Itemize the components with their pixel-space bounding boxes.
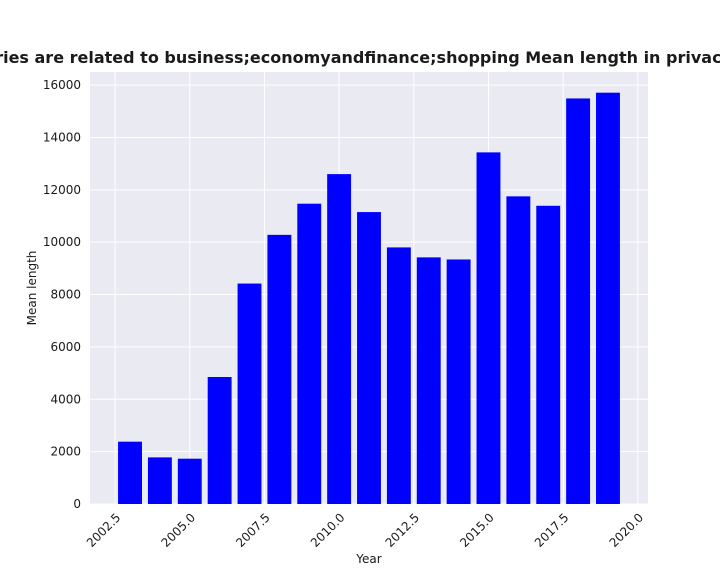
x-tick-labels: 2002.5 2005.0 2007.5 2010.0 2012.5 2015.0 2017…	[84, 510, 646, 550]
y-tick-label: 8000	[50, 288, 81, 302]
bar-2007	[237, 283, 262, 504]
y-axis-label: Mean length	[25, 251, 39, 326]
x-tick-label: 2007.5	[233, 510, 273, 550]
x-tick-label: 2015.0	[457, 510, 497, 550]
bar-2009	[297, 203, 322, 504]
bar-2015	[476, 152, 501, 505]
y-tick-label: 10000	[43, 235, 81, 249]
bar-2003	[118, 441, 142, 504]
x-tick-label: 2017.5	[532, 510, 572, 550]
y-tick-label: 12000	[43, 183, 81, 197]
bar-2004	[147, 457, 172, 504]
y-tick-label: 16000	[43, 78, 81, 92]
bar-2005	[177, 458, 202, 504]
bar-2016	[506, 196, 531, 504]
chart-title: Categories are related to business;econo…	[0, 48, 720, 67]
y-tick-label: 14000	[43, 130, 81, 144]
bar-2014	[446, 259, 471, 504]
y-tick-label: 4000	[50, 392, 81, 406]
x-tick-label: 2005.0	[159, 510, 199, 550]
bar-2017	[536, 205, 561, 504]
x-tick-label: 2010.0	[308, 510, 348, 550]
x-tick-label: 2002.5	[84, 510, 124, 550]
bars	[118, 92, 620, 505]
x-axis-label: Year	[355, 552, 381, 566]
y-tick-label: 6000	[50, 340, 81, 354]
y-tick-label: 2000	[50, 445, 81, 459]
x-tick-label: 2012.5	[383, 510, 423, 550]
bar-2013	[416, 257, 441, 504]
bar-2019	[596, 92, 620, 504]
bar-2018	[566, 98, 591, 504]
bar-2011	[357, 212, 381, 504]
bar-2010	[327, 174, 352, 505]
bar-2006	[207, 377, 232, 504]
x-tick-label: 2020.0	[607, 510, 647, 550]
y-tick-labels: 0 2000 4000 6000 8000 10000 12000 14000 16000	[43, 78, 81, 511]
bar-2008	[267, 234, 292, 505]
bar-2012	[386, 247, 411, 504]
y-tick-label: 0	[73, 497, 81, 511]
